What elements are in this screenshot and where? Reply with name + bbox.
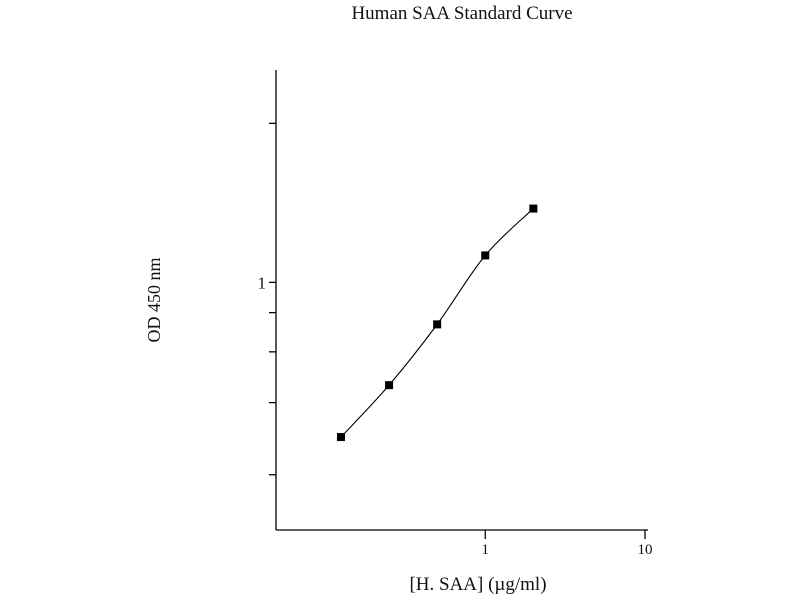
y-tick-label: 1 bbox=[258, 273, 267, 292]
y-axis-label: OD 450 nm bbox=[144, 258, 164, 343]
data-point bbox=[529, 204, 538, 213]
data-point bbox=[385, 381, 394, 390]
data-point bbox=[336, 433, 345, 442]
x-tick-label: 10 bbox=[638, 542, 653, 558]
x-tick-label: 1 bbox=[481, 542, 489, 558]
data-point bbox=[433, 320, 442, 329]
x-axis-label: [H. SAA] (µg/ml) bbox=[409, 574, 546, 595]
data-point bbox=[481, 251, 490, 260]
chart-title: Human SAA Standard Curve bbox=[351, 3, 572, 24]
